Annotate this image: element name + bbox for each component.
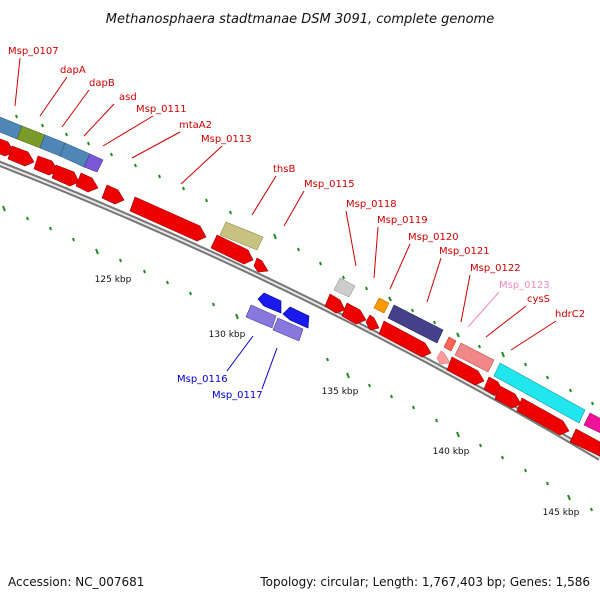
label-msp0115[interactable]: Msp_0115: [304, 179, 355, 190]
label-msp0113[interactable]: Msp_0113: [201, 134, 252, 145]
label-msp0123[interactable]: Msp_0123: [499, 280, 550, 291]
reverse-gene-labels: Msp_0116 Msp_0117: [177, 374, 263, 401]
label-msp0120[interactable]: Msp_0120: [408, 232, 459, 243]
gene-arrow-msp0111: [75, 172, 99, 193]
scale-label-145: 145 kbp: [543, 508, 580, 518]
label-msp0107[interactable]: Msp_0107: [8, 46, 59, 57]
gene-arrow-msp0116: [257, 292, 282, 314]
feature-ring: [0, 116, 600, 433]
gene-arrow-msp0118: [324, 293, 346, 314]
feature-lavender-2: [272, 317, 304, 342]
feature-pink: [454, 342, 495, 373]
gene-arrow-end: [569, 428, 600, 457]
gene-arrow-asd: [51, 164, 80, 187]
gene-arrow-msp0113: [129, 196, 207, 242]
genome-backbone: [0, 160, 600, 461]
forward-genes: [0, 138, 600, 457]
label-msp0121[interactable]: Msp_0121: [439, 246, 490, 257]
gene-arrow-msp0120: [365, 314, 380, 331]
label-msp0111[interactable]: Msp_0111: [136, 104, 187, 115]
label-thsb[interactable]: thsB: [273, 164, 295, 175]
gene-arrow-hdrc2-b: [516, 397, 570, 436]
feature-cyan: [493, 362, 586, 424]
label-hdrc2[interactable]: hdrC2: [555, 309, 585, 320]
feature-salmon: [443, 336, 457, 352]
accession-text: Accession: NC_007681: [8, 575, 144, 589]
scale-label-125: 125 kbp: [95, 275, 132, 285]
label-msp0122[interactable]: Msp_0122: [470, 263, 521, 274]
map-title: Methanosphaera stadtmanae DSM 3091, comp…: [106, 12, 494, 27]
label-dapa[interactable]: dapA: [60, 65, 86, 76]
gene-arrow-msp0117: [282, 306, 310, 329]
gene-arrow-msp0123: [446, 356, 485, 386]
label-msp0118[interactable]: Msp_0118: [346, 199, 397, 210]
genome-summary-text: Topology: circular; Length: 1,767,403 bp…: [259, 575, 590, 589]
tick-marks: [2, 114, 594, 512]
label-msp0116[interactable]: Msp_0116: [177, 374, 228, 385]
gene-arrow-msp0115: [253, 257, 269, 273]
forward-label-leaders: [14, 57, 557, 351]
label-msp0119[interactable]: Msp_0119: [377, 215, 428, 226]
reverse-label-leaders: [226, 335, 278, 390]
reverse-genes: [245, 292, 310, 342]
label-dapb[interactable]: dapB: [89, 78, 115, 89]
feature-grey: [333, 277, 356, 298]
gene-arrow-msp0122: [436, 350, 451, 365]
feature-khaki: [219, 221, 264, 251]
gene-arrow-hdrc2-a: [494, 385, 522, 409]
gene-arrow-dapa: [7, 145, 35, 167]
gene-arrow-msp0121: [378, 320, 432, 358]
feature-violet: [83, 153, 104, 173]
label-msp0117[interactable]: Msp_0117: [212, 390, 263, 401]
scale-label-140: 140 kbp: [433, 447, 470, 457]
label-asd[interactable]: asd: [119, 92, 137, 103]
feature-magenta: [583, 412, 600, 433]
feature-orange: [373, 297, 390, 314]
faded-label-leader: [467, 291, 500, 328]
gene-arrow-msp0119: [341, 302, 367, 325]
scale-label-130: 130 kbp: [209, 330, 246, 340]
forward-gene-labels: Msp_0107 dapA dapB asd Msp_0111 mtaA2 Ms…: [8, 46, 585, 320]
feature-lavender-1: [245, 304, 277, 329]
scale-label-135: 135 kbp: [322, 387, 359, 397]
label-cyss[interactable]: cysS: [527, 294, 550, 305]
feature-olive: [16, 125, 46, 149]
label-mtaa2[interactable]: mtaA2: [179, 120, 212, 131]
gene-arrow-mtaa2: [101, 184, 125, 205]
gene-arrow-thsb: [210, 234, 254, 265]
feature-indigo: [387, 304, 444, 344]
